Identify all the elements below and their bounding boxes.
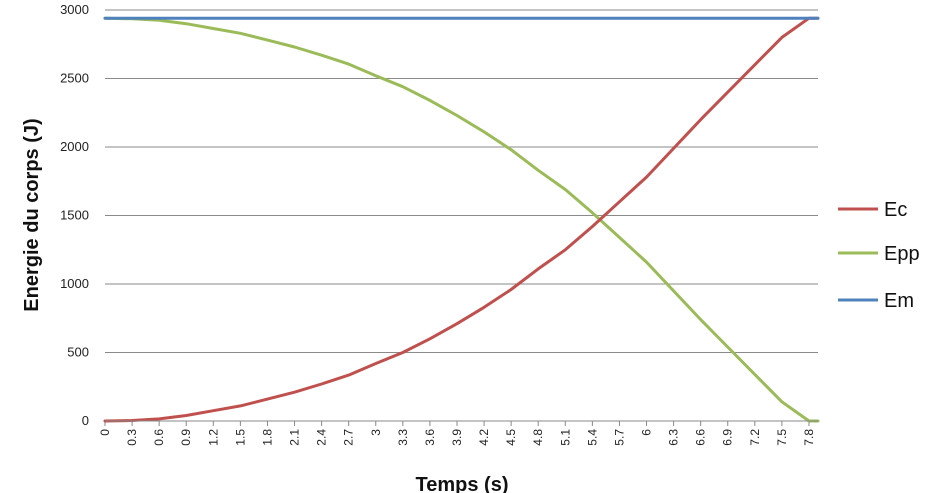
x-tick-label: 1.8 — [260, 429, 274, 446]
x-tick-labels: 0 0.3 0.6 0.9 1.2 1.5 1.8 2.1 2.4 2.7 3 3.3 3.6 3.9 4.… — [98, 421, 816, 446]
x-tick-label: 0.3 — [125, 429, 139, 446]
x-tick-label: 4.8 — [531, 429, 545, 446]
y-tick-label: 500 — [67, 345, 89, 360]
series-line-epp — [103, 16, 820, 423]
x-tick-label: 7.8 — [802, 429, 816, 446]
y-tick-label: 3000 — [60, 2, 89, 17]
x-tick-label: 2.4 — [315, 429, 329, 446]
x-tick-label: 5.1 — [558, 429, 572, 446]
x-tick-label: 1.2 — [206, 429, 220, 446]
y-tick-label: 2500 — [60, 71, 89, 86]
x-tick-label: 0 — [98, 429, 112, 436]
x-tick-label: 4.2 — [477, 429, 491, 446]
x-tick-label: 7.2 — [748, 429, 762, 446]
x-tick-label: 6.3 — [667, 429, 681, 446]
legend: Ec Epp Em — [838, 199, 920, 312]
x-tick-label: 3.3 — [396, 429, 410, 446]
y-axis-title: Energie du corps (J) — [21, 118, 43, 311]
x-axis-title: Temps (s) — [416, 474, 509, 493]
x-tick-label: 2.1 — [288, 429, 302, 446]
y-tick-label: 2000 — [60, 139, 89, 154]
y-tick-label: 1500 — [60, 208, 89, 223]
y-tick-label: 1000 — [60, 276, 89, 291]
legend-label-ec: Ec — [884, 199, 907, 221]
x-tick-label: 3.6 — [423, 429, 437, 446]
x-tick-label: 7.5 — [775, 429, 789, 446]
x-tick-label: 0.9 — [179, 429, 193, 446]
y-tick-label: 0 — [82, 413, 89, 428]
x-tick-label: 0.6 — [152, 429, 166, 446]
series-lines — [103, 16, 820, 423]
x-tick-label: 6 — [640, 429, 654, 436]
y-tick-labels: 0 500 1000 1500 2000 2500 3000 — [60, 2, 89, 428]
series-line-ec — [103, 16, 820, 423]
x-tick-label: 5.7 — [612, 429, 626, 446]
legend-label-epp: Epp — [884, 243, 920, 265]
legend-label-em: Em — [884, 290, 914, 312]
x-tick-label: 4.5 — [504, 429, 518, 446]
x-tick-label: 1.5 — [233, 429, 247, 446]
x-tick-label: 3 — [369, 429, 383, 436]
x-tick-label: 2.7 — [342, 429, 356, 446]
x-tick-label: 3.9 — [450, 429, 464, 446]
gridlines — [105, 9, 818, 353]
x-tick-label: 6.6 — [694, 429, 708, 446]
x-tick-label: 6.9 — [721, 429, 735, 446]
x-tick-label: 5.4 — [585, 429, 599, 446]
